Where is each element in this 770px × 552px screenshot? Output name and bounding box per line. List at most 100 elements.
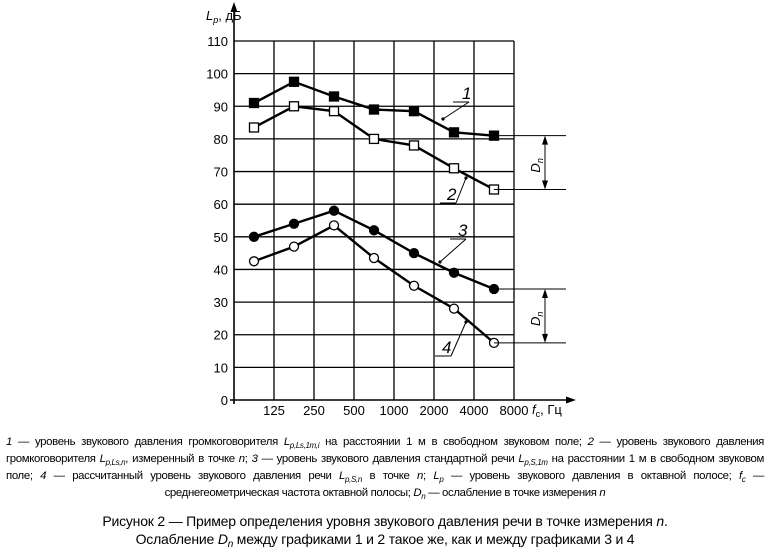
- leader-arrow-icon: [441, 117, 445, 121]
- series-2-point: [368, 133, 380, 145]
- y-tick-label: 80: [214, 132, 228, 147]
- note-text: L: [339, 470, 346, 482]
- series-4-line: [253, 223, 495, 344]
- tick-labels: 0 10 20 30 40 50 60 70 80 90 100 110 125 250 500 1000 20…: [206, 34, 528, 418]
- caption-period: .: [663, 513, 668, 529]
- series-4-point: [368, 252, 380, 264]
- note-subscript: p,S,1m: [524, 458, 548, 467]
- note-subscript: n: [421, 492, 426, 501]
- note-text: L: [99, 453, 106, 465]
- series-3-point: [368, 225, 380, 236]
- series-2-point: [328, 106, 340, 117]
- x-tick-label: 1000: [380, 403, 409, 418]
- caption-line-1: Рисунок 2 — Пример определения уровня зв…: [0, 512, 770, 530]
- leader-line: [455, 177, 467, 204]
- note-text: 3: [251, 453, 258, 465]
- series-1-point: [368, 104, 380, 115]
- x-tick-label: 250: [303, 403, 325, 418]
- dn-label: Dn: [528, 158, 545, 172]
- y-tick-label: 10: [214, 360, 228, 375]
- note-text: n: [417, 470, 423, 482]
- chart: Lp, дБ fc, Гц 0 10 20 30 40 50 60 70 80 90 100 110 1…: [206, 2, 576, 419]
- note-text: — уровень звукового давления громкоговор…: [12, 436, 284, 448]
- figure-legend-notes: 1 — уровень звукового давления громкогов…: [6, 434, 764, 502]
- series-3-point: [448, 267, 460, 278]
- axes: Lp, дБ fc, Гц: [206, 2, 576, 419]
- series-2-point: [448, 163, 460, 174]
- note-subscript: p,Ls,1m,i: [289, 441, 320, 450]
- caption-d-sub: n: [227, 539, 234, 550]
- series-1-point: [288, 76, 300, 87]
- series-2-line: [253, 105, 495, 191]
- caption-text: между графиками 1 и 2 такое же, как и ме…: [233, 531, 635, 547]
- y-tick-label: 110: [207, 34, 228, 49]
- leader-arrow-icon: [464, 176, 468, 180]
- series-2-point: [248, 122, 260, 133]
- note-text: ;: [244, 453, 252, 465]
- y-tick-label: 50: [214, 230, 228, 245]
- note-text: n: [238, 453, 245, 465]
- y-axis-arrow-icon: [230, 2, 238, 12]
- x-tick-label: 8000: [500, 403, 529, 418]
- series-3-point: [248, 231, 260, 242]
- series-1-point: [248, 97, 260, 109]
- annotations: 1 23 4 Dn Dn: [435, 84, 566, 357]
- note-text: — рассчитанный уровень звукового давлени…: [46, 470, 340, 482]
- figure-caption: Рисунок 2 — Пример определения уровня зв…: [0, 512, 770, 550]
- leader-arrow-icon: [438, 260, 442, 264]
- y-tick-label: 100: [206, 67, 228, 82]
- x-tick-label: 125: [263, 403, 285, 418]
- note-text: в точке: [361, 470, 417, 482]
- y-tick-label: 0: [221, 393, 228, 408]
- note-text: L: [433, 470, 440, 482]
- y-axis-label: Lp, дБ: [206, 8, 242, 25]
- dn-arrow-icon: [542, 135, 548, 145]
- dn-arrow-icon: [542, 180, 548, 190]
- series-1-point: [328, 91, 340, 102]
- series-3-point: [408, 247, 420, 259]
- x-tick-label: 500: [343, 403, 365, 418]
- x-tick-label: 2000: [420, 403, 449, 418]
- note-text: — уровень звукового давления стандартной…: [257, 453, 519, 465]
- x-axis-arrow-icon: [566, 396, 576, 404]
- leader-line: [439, 238, 467, 263]
- y-tick-label: 70: [214, 165, 228, 180]
- series-label-1: 1: [462, 84, 471, 103]
- leader-line: [450, 321, 467, 357]
- note-subscript: p: [439, 475, 444, 484]
- series-label-4: 4: [442, 338, 451, 357]
- dn-arrow-icon: [542, 289, 548, 299]
- note-text: — уровень звукового давления громкоговор…: [6, 436, 765, 465]
- note-subscript: c: [741, 475, 746, 484]
- series-4-point: [288, 241, 300, 252]
- y-tick-label: 20: [214, 328, 228, 343]
- caption-text: Ослабление: [135, 531, 218, 547]
- note-text: — уровень звукового давле­ния в октавной…: [443, 470, 739, 482]
- note-text: L: [518, 453, 525, 465]
- series-4-point: [448, 303, 460, 314]
- leader-arrow-icon: [464, 320, 468, 324]
- note-text: на расстоянии 1 м в свободном звуковом п…: [319, 436, 588, 448]
- series-label-2: 2: [446, 185, 457, 204]
- note-text: ;: [423, 470, 434, 482]
- note-text: n: [599, 487, 606, 499]
- x-tick-label: 4000: [460, 403, 489, 418]
- note-text: — ослабление в точке измерения: [425, 487, 600, 499]
- note-text: — среднегеометрическая частота октавной …: [164, 470, 765, 499]
- dn-arrow-icon: [542, 333, 548, 343]
- note-text: L: [283, 436, 290, 448]
- caption-d: D: [217, 531, 228, 547]
- caption-text: Рисунок 2 — Пример определения уровня зв…: [102, 513, 657, 529]
- series-4-point: [328, 220, 340, 231]
- note-text: , измеренный в точке: [125, 453, 239, 465]
- caption-line-2: Ослабление Dn между графиками 1 и 2 тако…: [0, 530, 770, 550]
- y-tick-label: 30: [214, 295, 228, 310]
- leader-line: [442, 101, 470, 120]
- series-1-point: [408, 106, 420, 117]
- dn-label: Dn: [528, 312, 545, 326]
- grid: [234, 40, 515, 400]
- note-text: D: [413, 487, 422, 499]
- y-tick-label: 90: [214, 99, 228, 114]
- y-tick-label: 40: [214, 262, 228, 277]
- note-text: 2: [587, 436, 594, 448]
